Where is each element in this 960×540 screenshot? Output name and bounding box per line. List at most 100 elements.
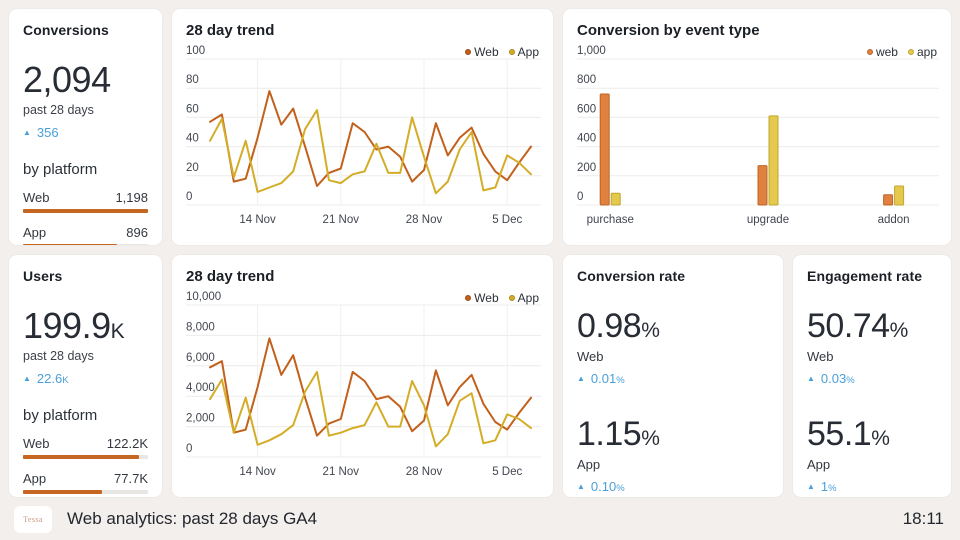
platform-value: 122.2K xyxy=(106,436,148,451)
trend-users-card: 28 day trend 0 2,000 4,000 6,000 8,000 10,000… xyxy=(171,254,554,498)
chart-title: 28 day trend xyxy=(186,22,275,39)
line-chart-svg: 0 20 40 60 80 100 14 Nov 21 Nov 28 Nov 5 Dec xyxy=(186,45,541,226)
card-title: Users xyxy=(23,268,63,284)
delta-badge: ▲ 0.01% xyxy=(577,371,769,386)
platform-bar-fill xyxy=(23,209,148,213)
platform-row-app: App 77.7K xyxy=(23,471,148,494)
by-platform-label: by platform xyxy=(23,161,98,178)
brand-logo: Tessa xyxy=(14,505,52,533)
conversions-card: Conversions 2,094 past 28 days ▲ 356 by p… xyxy=(8,8,163,246)
chart-title: Conversion by event type xyxy=(577,22,760,39)
platform-label: App xyxy=(23,471,47,486)
metric-value: 55.1% xyxy=(807,415,890,453)
clock-time: 18:11 xyxy=(902,509,944,528)
svg-text:20: 20 xyxy=(186,162,199,174)
legend-item-app[interactable]: app xyxy=(907,45,937,59)
svg-text:10,000: 10,000 xyxy=(186,291,221,303)
metric-block-web: 0.98% Web ▲ 0.01% xyxy=(577,309,769,386)
svg-text:0: 0 xyxy=(577,191,583,203)
chart-legend: Web App xyxy=(465,291,539,305)
by-platform-label: by platform xyxy=(23,407,98,424)
metric-value: 1.15% xyxy=(577,415,660,453)
svg-text:1,000: 1,000 xyxy=(577,45,606,57)
line-chart-svg: 0 2,000 4,000 6,000 8,000 10,000 14 Nov 21 Nov 2… xyxy=(186,291,541,478)
trend-conversions-card: 28 day trend 0 20 40 60 80 100 14 Nov 21 Nov 28 … xyxy=(171,8,554,246)
period-label: past 28 days xyxy=(23,349,94,363)
metric-label: App xyxy=(577,457,601,472)
legend-item-web[interactable]: Web xyxy=(465,291,499,305)
metric-label: Web xyxy=(807,349,834,364)
metric-block-app: 55.1% App ▲ 1% xyxy=(807,417,937,494)
platform-bar-track xyxy=(23,490,148,494)
platform-label: Web xyxy=(23,436,50,451)
chart-legend: web app xyxy=(866,45,937,59)
svg-text:14 Nov: 14 Nov xyxy=(239,214,276,226)
svg-text:100: 100 xyxy=(186,45,205,57)
svg-text:purchase: purchase xyxy=(587,214,634,226)
svg-text:0: 0 xyxy=(186,191,192,203)
svg-text:4,000: 4,000 xyxy=(186,382,215,394)
svg-text:14 Nov: 14 Nov xyxy=(239,466,276,478)
svg-text:28 Nov: 28 Nov xyxy=(406,214,443,226)
svg-text:400: 400 xyxy=(577,133,596,145)
legend-dot-icon xyxy=(508,295,515,301)
svg-text:21 Nov: 21 Nov xyxy=(323,214,360,226)
percent-suffix: % xyxy=(641,427,660,450)
conversion-rate-card: Conversion rate 0.98% Web ▲ 0.01% 1.15% A… xyxy=(562,254,784,498)
metric-label: Web xyxy=(577,349,604,364)
conversions-value: 2,094 xyxy=(23,62,148,98)
line-chart-conversions: 0 20 40 60 80 100 14 Nov 21 Nov 28 Nov 5 Dec Web A… xyxy=(186,43,541,229)
big-number: 2,094 xyxy=(23,59,111,100)
report-title: Web analytics: past 28 days GA4 xyxy=(67,509,318,528)
delta-badge: ▲ 356 xyxy=(23,125,148,140)
metric-value: 50.74% xyxy=(807,307,909,345)
delta-value: 0.10% xyxy=(590,479,625,494)
card-title: Conversions xyxy=(23,22,109,38)
svg-text:5 Dec: 5 Dec xyxy=(492,466,522,478)
platform-bar-fill xyxy=(23,244,117,245)
metric-label: App xyxy=(807,457,831,472)
legend-item-app[interactable]: App xyxy=(508,45,539,59)
svg-text:6,000: 6,000 xyxy=(186,352,215,364)
svg-text:40: 40 xyxy=(186,133,199,145)
delta-badge: ▲ 22.6K xyxy=(23,371,148,386)
metric-block-app: 1.15% App ▲ 0.10% xyxy=(577,417,769,494)
legend-item-web[interactable]: web xyxy=(866,45,898,59)
users-card: Users 199.9K past 28 days ▲ 22.6K by plat… xyxy=(8,254,163,498)
dashboard-grid: Conversions 2,094 past 28 days ▲ 356 by p… xyxy=(8,8,952,498)
platform-row-web: Web 122.2K xyxy=(23,436,148,459)
period-label: past 28 days xyxy=(23,103,94,117)
platform-value: 896 xyxy=(126,225,148,240)
svg-text:80: 80 xyxy=(186,74,199,86)
up-arrow-icon: ▲ xyxy=(807,373,815,383)
metric-block-web: 50.74% Web ▲ 0.03% xyxy=(807,309,937,386)
percent-suffix: % xyxy=(871,427,890,450)
delta-value: 0.03% xyxy=(820,371,855,386)
delta-badge: ▲ 1% xyxy=(807,479,937,494)
svg-text:addon: addon xyxy=(878,214,910,226)
card-title: Engagement rate xyxy=(807,268,923,284)
up-arrow-icon: ▲ xyxy=(23,127,31,137)
platform-bar-fill xyxy=(23,490,102,494)
card-title: Conversion rate xyxy=(577,268,686,284)
bar-chart-events: 0 200 400 600 800 1,000 purchase upgrade addon w… xyxy=(577,43,939,229)
svg-text:60: 60 xyxy=(186,103,199,115)
users-value: 199.9K xyxy=(23,308,148,344)
svg-text:600: 600 xyxy=(577,103,596,115)
svg-text:8,000: 8,000 xyxy=(186,321,215,333)
up-arrow-icon: ▲ xyxy=(577,373,585,383)
percent-suffix: % xyxy=(889,319,909,342)
chart-legend: Web App xyxy=(465,45,539,59)
legend-dot-icon xyxy=(866,49,873,55)
delta-value: 22.6K xyxy=(36,371,69,386)
svg-text:21 Nov: 21 Nov xyxy=(323,466,360,478)
platform-value: 77.7K xyxy=(114,471,148,486)
platform-bar-track xyxy=(23,209,148,213)
legend-item-web[interactable]: Web xyxy=(465,45,499,59)
platform-row-web: Web 1,198 xyxy=(23,190,148,213)
up-arrow-icon: ▲ xyxy=(577,481,585,491)
big-number-suffix: K xyxy=(110,320,125,343)
legend-dot-icon xyxy=(465,49,472,55)
legend-item-app[interactable]: App xyxy=(508,291,539,305)
svg-text:0: 0 xyxy=(186,443,192,455)
